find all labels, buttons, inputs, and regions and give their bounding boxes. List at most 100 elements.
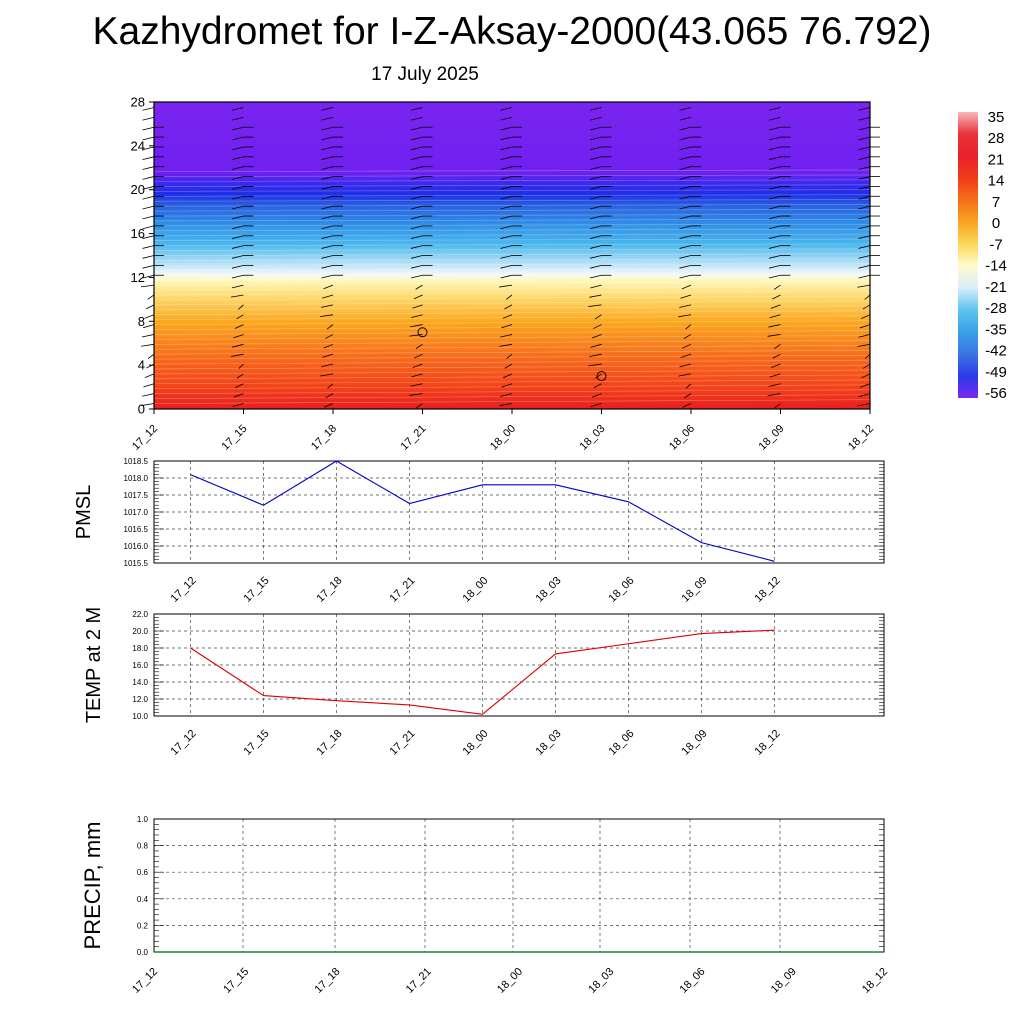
wind-barb [591, 393, 602, 398]
minor-ticks [154, 818, 884, 953]
wind-barb [858, 136, 871, 141]
wind-barb [858, 274, 871, 279]
y-tick-label: 1015.5 [124, 559, 149, 568]
wind-barb [861, 314, 871, 319]
wind-barb [768, 176, 781, 180]
wind-barb [231, 166, 244, 170]
grid-lines [154, 818, 884, 953]
wind-barb [768, 186, 781, 190]
y-tick-label: 1016.5 [124, 525, 149, 534]
wind-barb [770, 363, 781, 369]
wind-barb [504, 304, 513, 310]
y-tick-label: 0.4 [137, 895, 149, 904]
x-tick-label: 17_12 [169, 575, 199, 605]
wind-barb [320, 314, 334, 318]
contour-line [153, 209, 871, 212]
y-tick-label: 12 [131, 270, 145, 285]
wind-barb [500, 255, 513, 259]
contour-line [153, 364, 871, 370]
wind-barb [768, 166, 781, 170]
wind-barb [502, 373, 513, 379]
wind-barb [410, 215, 423, 220]
wind-barb [500, 264, 513, 269]
wind-barb [323, 403, 334, 408]
contour-line [153, 384, 871, 390]
wind-barb [589, 245, 602, 249]
grid-lines [154, 613, 884, 717]
wind-barb [589, 107, 602, 111]
x-tick-label: 18_12 [860, 966, 890, 996]
wind-barb [679, 245, 692, 249]
temperature-cross-section-panel: 0 4 8 12 16 20 24 28 17_12 17_15 17_18 17_21 18_00 18… [130, 95, 880, 453]
contour-line [153, 340, 871, 345]
wind-barb [589, 225, 602, 230]
y-tick-label: 22.0 [132, 610, 148, 619]
y-tick-label: 8 [138, 314, 145, 329]
wind-barb [142, 215, 155, 220]
wind-barb [773, 284, 781, 290]
y-tick-label: 0 [138, 402, 145, 417]
wind-barb [679, 363, 692, 368]
wind-barb [500, 393, 513, 397]
contour-line [153, 276, 871, 281]
wind-barb [683, 334, 692, 339]
x-tick-label: 18_09 [757, 423, 787, 453]
wind-barb [858, 146, 871, 151]
x-tick-label: 18_03 [578, 423, 608, 453]
wind-barb [142, 195, 155, 200]
wind-barb [768, 116, 781, 121]
contour-line [153, 263, 871, 266]
wind-barb [410, 146, 423, 151]
wind-barb [500, 107, 513, 111]
wind-barb [680, 294, 692, 299]
page-subtitle: 17 July 2025 [371, 64, 479, 85]
wind-barb [410, 107, 423, 111]
wind-barb [140, 284, 155, 288]
contour-line [153, 285, 871, 291]
x-tick-label: 17_18 [315, 728, 345, 758]
wind-barb [142, 186, 155, 190]
wind-barb [321, 176, 334, 180]
wind-barb [685, 383, 692, 389]
wind-barb [144, 373, 155, 378]
wind-barb [861, 373, 871, 379]
page-title: Kazhydromet for I-Z-Aksay-2000(43.065 76… [92, 10, 932, 53]
contour-line [153, 194, 871, 197]
wind-barb [593, 324, 602, 329]
wind-barb [591, 334, 602, 339]
y-axis-label: PMSL [73, 485, 95, 539]
wind-barb [231, 284, 244, 289]
wind-barb [410, 126, 423, 131]
contour-line [153, 359, 871, 365]
x-tick-label: 18_06 [607, 575, 637, 605]
wind-barb [859, 383, 871, 388]
wind-barb [142, 126, 155, 131]
x-tick-label: 18_00 [495, 966, 525, 996]
wind-barb [233, 334, 244, 339]
colorbar-label: 0 [992, 215, 1000, 232]
wind-barb [321, 274, 334, 279]
wind-barb [500, 166, 513, 170]
colorbar-label: -42 [985, 343, 1007, 360]
y-axis-label: PRECIP, mm [80, 822, 105, 950]
wind-barb [323, 343, 334, 349]
wind-barb [412, 304, 423, 309]
colorbar: 35 28 21 14 7 0 -7 -14 -21 -28 -35 -42 -49 -56 [958, 109, 1007, 402]
wind-barb [681, 284, 692, 290]
wind-barb [589, 235, 602, 239]
wind-barb [323, 284, 334, 290]
contour-line [153, 310, 871, 316]
wind-barb [230, 294, 244, 298]
wind-barb [500, 245, 513, 249]
contour-line [153, 350, 871, 355]
wind-barb [142, 205, 155, 210]
wind-barb [410, 186, 423, 190]
wind-barb [768, 324, 781, 328]
wind-barb [410, 205, 423, 210]
x-tick-label: 17_15 [221, 966, 251, 996]
wind-barb [679, 146, 692, 151]
series-line [190, 629, 775, 715]
wind-barb [679, 274, 692, 279]
wind-barb [142, 176, 155, 180]
wind-barb [142, 255, 155, 259]
